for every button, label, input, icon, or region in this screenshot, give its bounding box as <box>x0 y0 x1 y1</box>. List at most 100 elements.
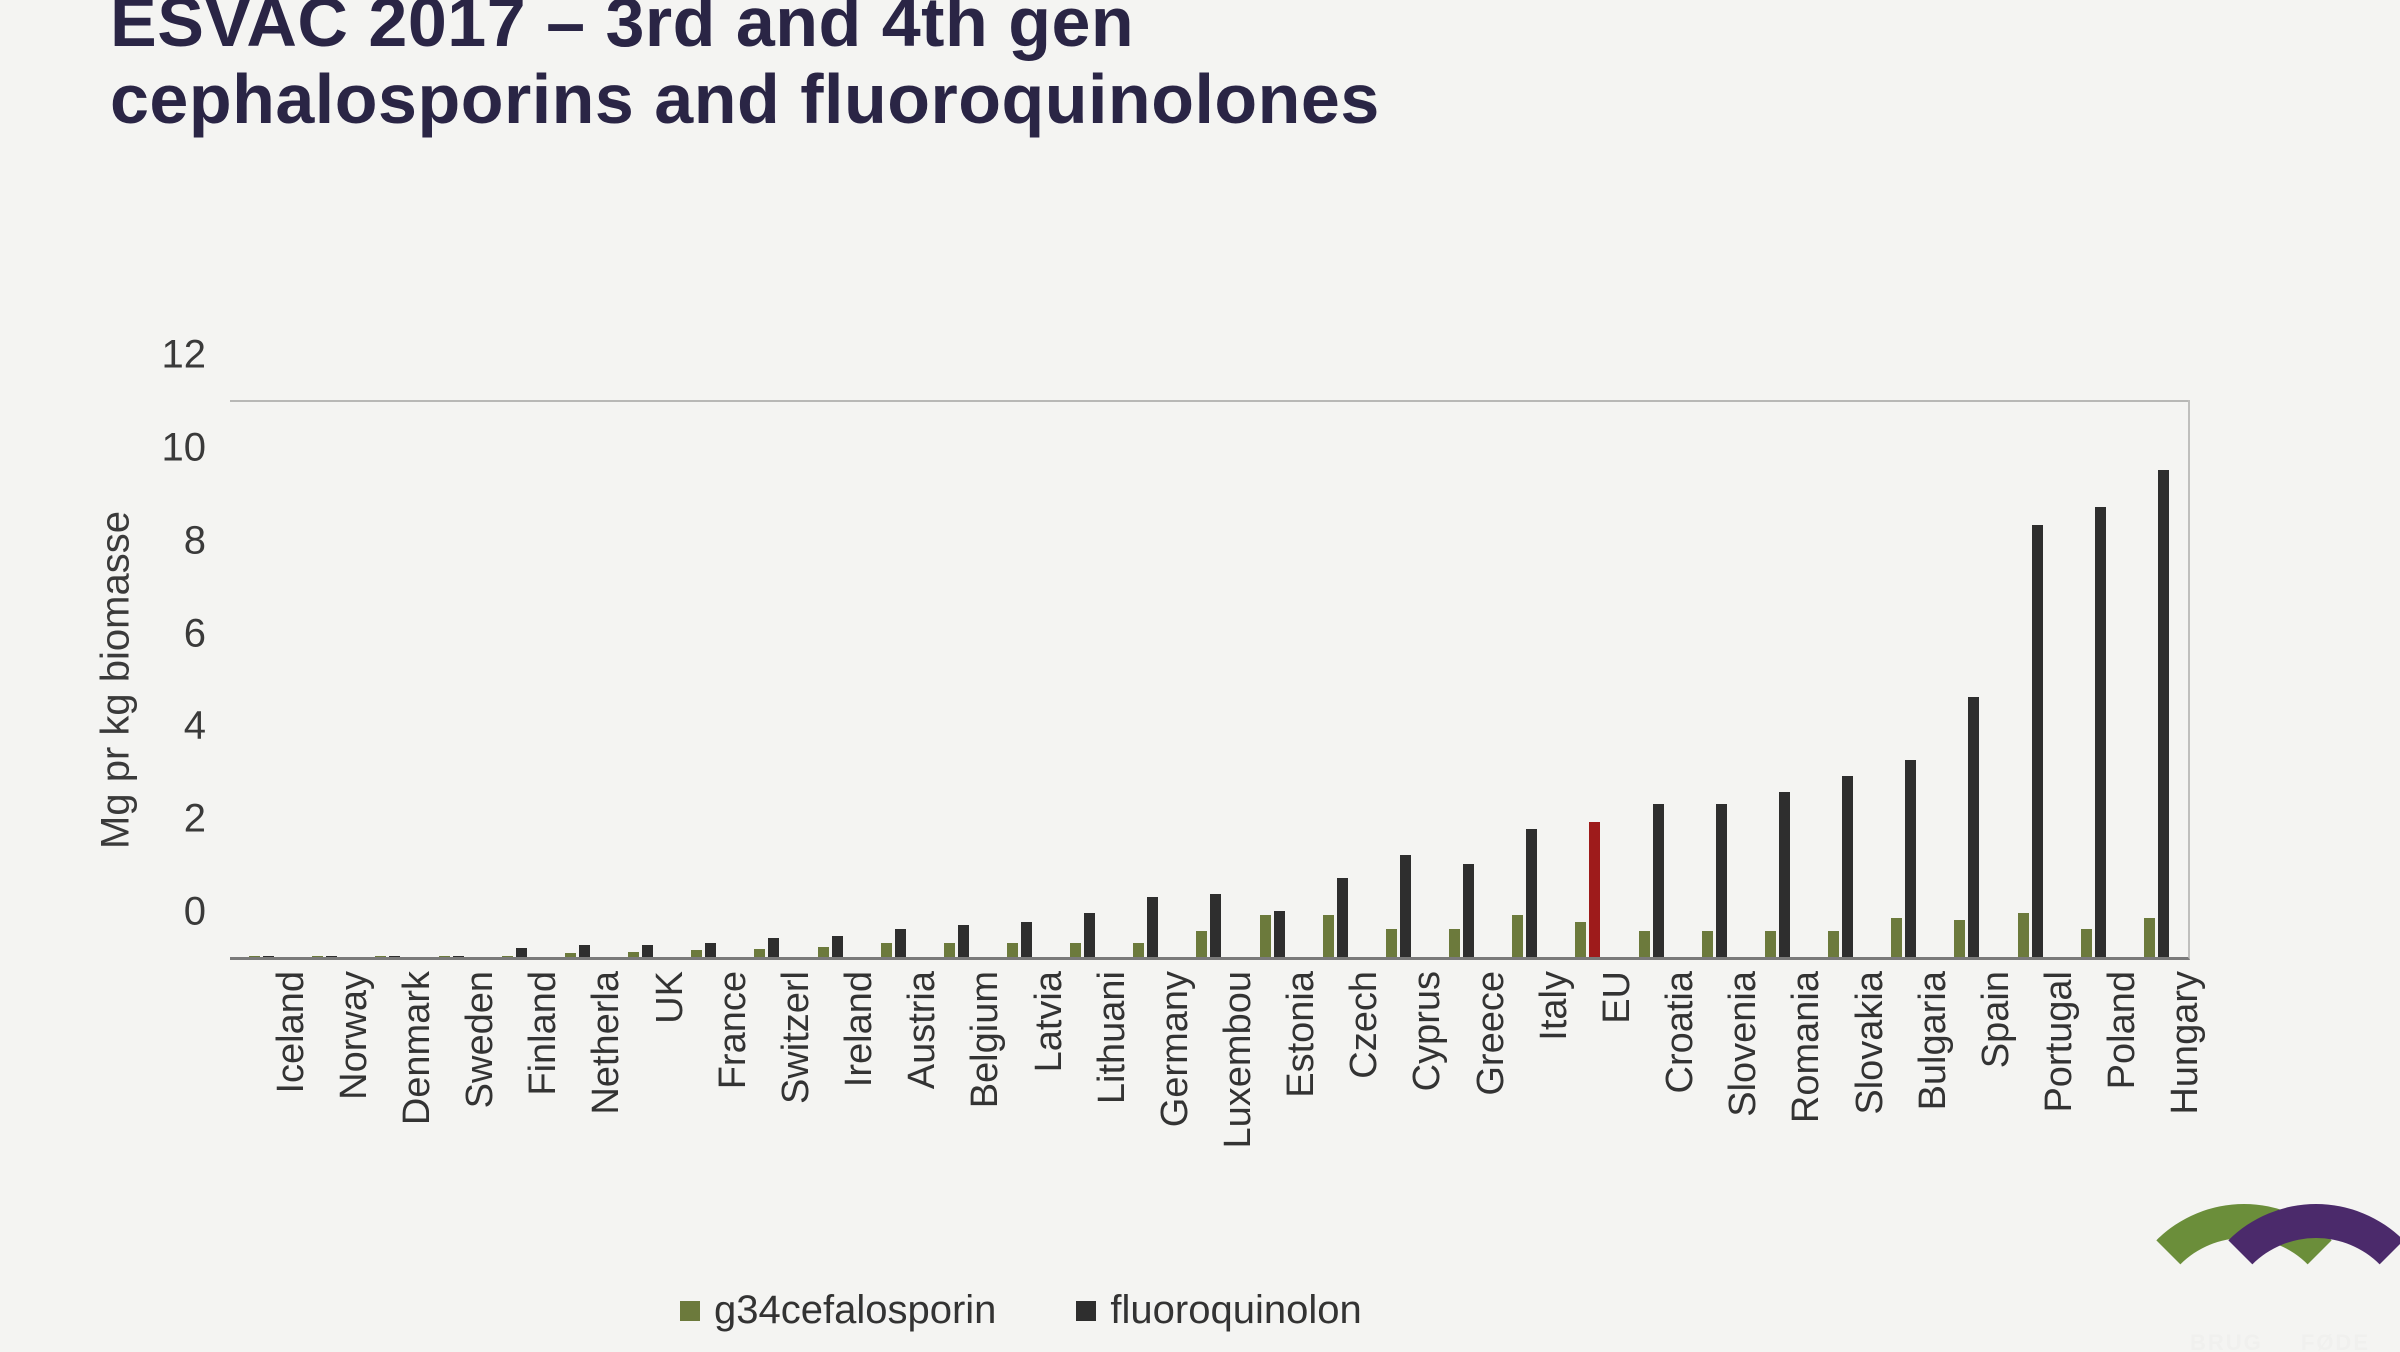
legend-swatch-g34 <box>680 1301 700 1321</box>
x-tick-label: Estonia <box>1280 971 1323 1098</box>
bar-fluoroquinolon <box>1400 855 1411 957</box>
bar-group: Czech <box>1304 878 1367 957</box>
bar-group: Cyprus <box>1367 855 1430 957</box>
bar-g34cefalosporin <box>1386 929 1397 957</box>
x-tick-label: Belgium <box>964 971 1007 1108</box>
x-tick-label: Iceland <box>270 971 313 1094</box>
bar-group: Greece <box>1430 864 1493 957</box>
bar-fluoroquinolon <box>389 956 400 957</box>
bar-fluoroquinolon <box>579 945 590 957</box>
bar-group: Norway <box>293 956 356 957</box>
bar-fluoroquinolon <box>642 945 653 957</box>
x-tick-label: Finland <box>522 971 565 1096</box>
x-tick-label: Slovenia <box>1722 971 1765 1117</box>
x-tick-label: Luxembou <box>1217 971 1260 1148</box>
bar-g34cefalosporin <box>1891 918 1902 957</box>
x-tick-label: Romania <box>1785 971 1828 1123</box>
bar-fluoroquinolon <box>453 956 464 957</box>
bar-g34cefalosporin <box>1323 915 1334 957</box>
bar-g34cefalosporin <box>1765 931 1776 957</box>
chart: Mg pr kg biomasse 024681012IcelandNorway… <box>150 400 2190 960</box>
bar-group: Germany <box>1114 897 1177 957</box>
bar-fluoroquinolon <box>2095 507 2106 957</box>
legend-item-g34: g34cefalosporin <box>680 1288 996 1333</box>
bar-group: Austria <box>862 929 925 957</box>
x-tick-label: Slovakia <box>1849 971 1892 1115</box>
bar-group: Iceland <box>230 956 293 957</box>
x-tick-label: Norway <box>333 971 376 1100</box>
bar-g34cefalosporin <box>1007 943 1018 957</box>
y-tick-label: 10 <box>162 425 207 470</box>
bar-group: Spain <box>1935 697 1998 957</box>
bar-fluoroquinolon <box>2032 525 2043 957</box>
y-tick-label: 0 <box>184 890 206 935</box>
bar-fluoroquinolon <box>1653 804 1664 957</box>
bar-group: Italy <box>1493 829 1556 957</box>
bar-group: Bulgaria <box>1872 760 1935 957</box>
x-tick-label: Lithuani <box>1091 971 1134 1104</box>
bar-group: Portugal <box>1999 525 2062 957</box>
y-tick-label: 12 <box>162 333 207 378</box>
x-tick-label: Switzerl <box>775 971 818 1104</box>
bar-g34cefalosporin <box>1954 920 1965 957</box>
bar-fluoroquinolon <box>516 948 527 957</box>
bar-group: Denmark <box>356 956 419 957</box>
bar-group: Latvia <box>988 922 1051 957</box>
bar-g34cefalosporin <box>1260 915 1271 957</box>
bar-fluoroquinolon <box>705 943 716 957</box>
bar-group: Slovenia <box>1683 804 1746 957</box>
bar-g34cefalosporin <box>439 956 450 957</box>
bar-group: Finland <box>483 948 546 957</box>
bar-fluoroquinolon <box>263 956 274 957</box>
bar-g34cefalosporin <box>1133 943 1144 957</box>
x-tick-label: Hungary <box>2164 971 2207 1115</box>
y-tick-label: 6 <box>184 611 206 656</box>
x-tick-label: Poland <box>2101 971 2144 1089</box>
bar-g34cefalosporin <box>2144 918 2155 957</box>
y-axis-label: Mg pr kg biomasse <box>94 511 139 849</box>
x-tick-label: Austria <box>901 971 944 1089</box>
bar-g34cefalosporin <box>754 949 765 957</box>
x-tick-label: Germany <box>1154 971 1197 1127</box>
bar-g34cefalosporin <box>1512 915 1523 957</box>
x-tick-label: Greece <box>1470 971 1513 1096</box>
bar-group: France <box>672 943 735 957</box>
x-tick-label: Portugal <box>2038 971 2081 1113</box>
bar-g34cefalosporin <box>1639 931 1650 957</box>
bar-g34cefalosporin <box>1449 929 1460 957</box>
bar-fluoroquinolon <box>1589 822 1600 957</box>
bar-group: Luxembou <box>1177 894 1240 957</box>
bar-fluoroquinolon <box>1842 776 1853 957</box>
bar-g34cefalosporin <box>1702 931 1713 957</box>
bar-fluoroquinolon <box>958 925 969 957</box>
bar-g34cefalosporin <box>628 952 639 957</box>
x-tick-label: Denmark <box>396 971 439 1125</box>
bar-g34cefalosporin <box>691 950 702 957</box>
x-tick-label: UK <box>649 971 692 1024</box>
bar-fluoroquinolon <box>1021 922 1032 957</box>
bar-fluoroquinolon <box>1716 804 1727 957</box>
title-line-1: ESVAC 2017 – 3rd and 4th gen <box>110 0 1134 61</box>
legend-item-fluoro: fluoroquinolon <box>1076 1288 1361 1333</box>
bar-fluoroquinolon <box>1274 911 1285 957</box>
bar-fluoroquinolon <box>895 929 906 957</box>
bar-fluoroquinolon <box>1463 864 1474 957</box>
logo-text-brug: BRUG <box>2190 1330 2263 1352</box>
bar-g34cefalosporin <box>375 956 386 957</box>
bar-group: UK <box>609 945 672 957</box>
x-tick-label: EU <box>1596 971 1639 1024</box>
bar-fluoroquinolon <box>1526 829 1537 957</box>
bar-group: Ireland <box>798 936 861 957</box>
slide-title: ESVAC 2017 – 3rd and 4th gen cephalospor… <box>110 0 1380 138</box>
bar-group: Hungary <box>2125 470 2188 957</box>
bar-fluoroquinolon <box>832 936 843 957</box>
grid-top-line <box>230 400 2188 402</box>
bar-g34cefalosporin <box>502 956 513 957</box>
x-tick-label: Italy <box>1533 971 1576 1041</box>
bar-g34cefalosporin <box>2081 929 2092 957</box>
bar-g34cefalosporin <box>249 956 260 957</box>
slide: ESVAC 2017 – 3rd and 4th gen cephalospor… <box>0 0 2400 1352</box>
bar-g34cefalosporin <box>1575 922 1586 957</box>
y-tick-label: 2 <box>184 797 206 842</box>
bar-g34cefalosporin <box>944 943 955 957</box>
